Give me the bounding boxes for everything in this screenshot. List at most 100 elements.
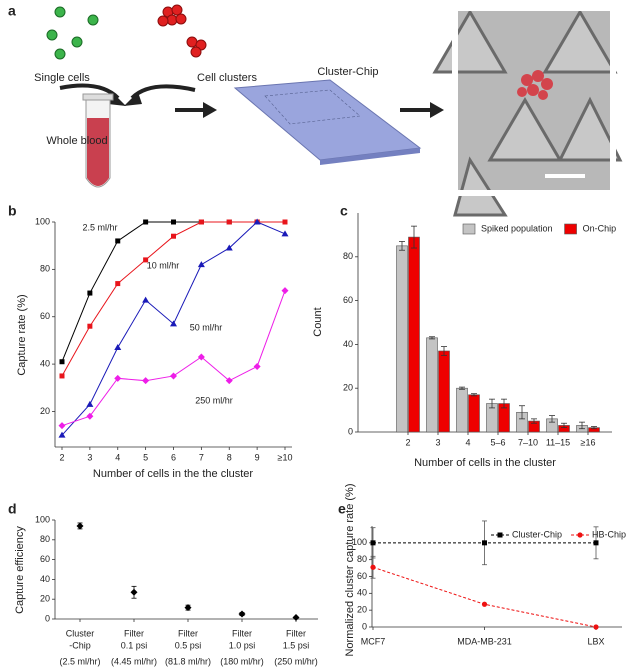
legend-label: HB-Chip: [592, 529, 626, 539]
cluster-icon: [157, 4, 207, 58]
series-label: 10 ml/hr: [147, 260, 180, 270]
legend-label: Spiked population: [481, 223, 553, 233]
marker: [482, 540, 487, 546]
marker: [115, 238, 121, 244]
y-tick-label: 100: [35, 216, 50, 226]
legend-swatch: [462, 223, 476, 235]
y-tick-label: 40: [40, 358, 50, 368]
condition-label: (250 ml/hr): [274, 656, 318, 666]
x-tick-label: 2: [59, 452, 64, 462]
marker: [130, 588, 138, 596]
series-line: [61, 221, 285, 377]
panel-label: c: [340, 203, 348, 219]
panel-label: b: [8, 203, 17, 219]
y-tick-label: 20: [357, 605, 367, 615]
y-tick-label: 60: [40, 554, 50, 564]
marker: [184, 604, 192, 612]
x-tick-label: 5: [143, 452, 148, 462]
y-tick-label: 0: [45, 613, 50, 623]
marker: [59, 373, 65, 379]
series-line: [372, 566, 597, 628]
marker: [197, 261, 205, 268]
y-tick-label: 100: [352, 537, 367, 547]
legend-marker: [497, 532, 503, 538]
marker: [87, 323, 93, 329]
marker: [76, 522, 84, 530]
x-tick-label: 2: [405, 437, 410, 447]
marker: [198, 219, 204, 225]
marker: [142, 377, 150, 385]
bar: [438, 350, 450, 433]
panel-label: e: [338, 501, 346, 517]
y-tick-label: 40: [357, 588, 367, 598]
y-axis-label: Capture efficiency: [14, 526, 26, 614]
marker: [225, 377, 233, 385]
micrograph: [432, 5, 623, 217]
marker: [114, 344, 122, 351]
panel-label: d: [8, 501, 17, 517]
x-tick-label: 11–15: [546, 437, 570, 447]
x-tick-label: LBX: [587, 636, 604, 646]
x-tick-label: ≥16: [581, 437, 596, 447]
condition-label: (180 ml/hr): [220, 656, 264, 666]
y-tick-label: 80: [40, 264, 50, 274]
series-line: [61, 221, 286, 436]
y-tick-label: 40: [343, 339, 353, 349]
x-axis-label: Number of cells in the cluster: [414, 457, 556, 469]
condition-label: (2.5 ml/hr): [59, 656, 100, 666]
illustration-label: Cell clusters: [197, 72, 257, 84]
marker: [225, 244, 233, 251]
marker: [58, 422, 66, 430]
series-label: 50 ml/hr: [190, 322, 223, 332]
marker: [370, 564, 376, 570]
x-tick-label: ≥10: [278, 452, 293, 462]
x-tick-label: 7: [199, 452, 204, 462]
y-tick-label: 100: [35, 514, 50, 524]
marker: [142, 296, 150, 303]
marker: [58, 431, 66, 438]
y-axis-label: Count: [312, 307, 324, 336]
marker: [170, 372, 177, 380]
y-axis-label: Capture rate (%): [16, 294, 28, 375]
x-tick-label: Filter: [232, 628, 252, 638]
marker: [281, 230, 289, 237]
marker: [481, 601, 488, 607]
arrow-heads: [108, 92, 444, 118]
legend-label: On-Chip: [583, 223, 617, 233]
marker: [115, 281, 121, 287]
marker: [197, 353, 205, 361]
marker: [114, 374, 122, 382]
marker: [593, 624, 599, 630]
marker: [253, 362, 261, 370]
bar: [426, 337, 438, 433]
legend-swatch: [564, 223, 577, 235]
x-tick-label: 8: [227, 452, 232, 462]
x-tick-label: Cluster: [66, 628, 95, 638]
y-tick-label: 0: [348, 426, 353, 436]
y-tick-label: 60: [357, 571, 367, 581]
x-tick-label: 5–6: [490, 437, 505, 447]
marker: [86, 412, 94, 420]
illustration-label: Single cells: [34, 72, 90, 84]
series-label: 2.5 ml/hr: [82, 222, 117, 232]
marker: [282, 219, 288, 225]
series-line: [61, 221, 285, 362]
x-tick-label: MCF7: [361, 636, 386, 646]
illustration: a: [8, 3, 623, 217]
x-tick-label: 0.1 psi: [121, 640, 148, 650]
marker: [292, 614, 300, 622]
panel-label: a: [8, 3, 16, 19]
x-tick-label: Filter: [178, 628, 198, 638]
y-tick-label: 0: [362, 621, 367, 631]
legend-label: Cluster-Chip: [512, 529, 562, 539]
x-tick-label: MDA-MB-231: [457, 636, 512, 646]
bar: [396, 245, 408, 433]
x-tick-label: 7–10: [518, 437, 538, 447]
y-tick-label: 20: [343, 383, 353, 393]
marker: [86, 400, 94, 407]
legend-marker: [577, 532, 583, 538]
marker: [143, 219, 149, 225]
blood-tube: [82, 93, 114, 188]
marker: [171, 233, 176, 239]
